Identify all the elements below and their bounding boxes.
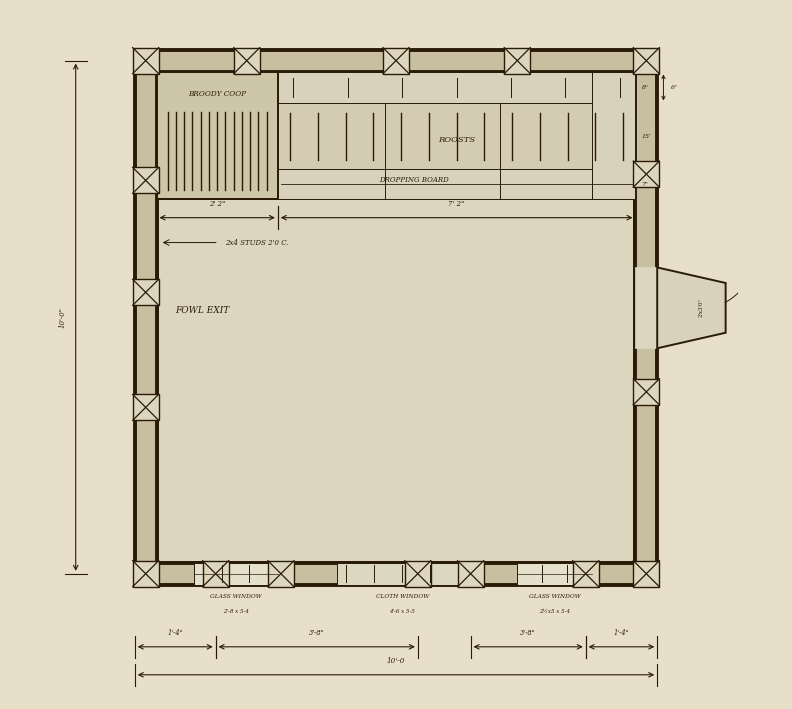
Bar: [634, 379, 660, 405]
Text: 1'-4": 1'-4": [614, 630, 630, 637]
Text: FOWL EXIT: FOWL EXIT: [175, 306, 230, 316]
Bar: [132, 561, 158, 587]
Text: 2x4 STUDS 2'0 C.: 2x4 STUDS 2'0 C.: [225, 238, 288, 247]
Bar: [157, 72, 635, 563]
Text: GLASS WINDOW: GLASS WINDOW: [210, 594, 261, 599]
Bar: [458, 561, 484, 587]
Bar: [157, 72, 278, 199]
Bar: [132, 279, 158, 306]
Bar: [573, 561, 599, 587]
Bar: [405, 561, 431, 587]
Text: BROODY COOP: BROODY COOP: [188, 91, 246, 99]
Bar: [592, 72, 635, 199]
Text: 1'-4": 1'-4": [167, 630, 183, 637]
Text: 7": 7": [642, 182, 649, 186]
Text: 7' 2": 7' 2": [448, 201, 465, 208]
Bar: [634, 561, 660, 587]
Bar: [132, 394, 158, 420]
Text: DROPPING BOARD: DROPPING BOARD: [379, 176, 448, 184]
Text: 8": 8": [642, 85, 649, 90]
Bar: [337, 563, 467, 585]
Text: CLOTH WINDOW: CLOTH WINDOW: [375, 594, 428, 599]
Text: 4'-6 x 5-5: 4'-6 x 5-5: [390, 610, 415, 615]
Bar: [135, 50, 657, 72]
Bar: [634, 48, 660, 74]
Text: 2'-8 x 5-4: 2'-8 x 5-4: [223, 610, 249, 615]
Text: 2' 2": 2' 2": [209, 201, 226, 208]
Text: GLASS WINDOW: GLASS WINDOW: [529, 594, 581, 599]
Bar: [278, 104, 635, 169]
Bar: [203, 561, 229, 587]
Bar: [268, 561, 294, 587]
Bar: [278, 72, 635, 104]
Bar: [505, 48, 531, 74]
Text: 10'-0: 10'-0: [386, 657, 406, 666]
Bar: [635, 267, 658, 348]
Text: 15': 15': [642, 134, 651, 139]
Bar: [234, 48, 260, 74]
Bar: [278, 169, 635, 199]
Bar: [135, 563, 657, 585]
Bar: [132, 48, 158, 74]
Bar: [157, 72, 635, 199]
Text: 10'-0": 10'-0": [59, 307, 67, 328]
Polygon shape: [657, 267, 725, 348]
Bar: [135, 50, 157, 585]
Bar: [132, 167, 158, 194]
Bar: [634, 161, 660, 187]
Bar: [517, 563, 592, 585]
Bar: [635, 50, 657, 585]
Bar: [194, 563, 278, 585]
Text: ROOSTS: ROOSTS: [438, 135, 475, 144]
Text: 2½x5 x 5-4: 2½x5 x 5-4: [539, 610, 570, 615]
Text: 6": 6": [671, 85, 678, 90]
Text: 3'-8": 3'-8": [520, 630, 536, 637]
Text: 3'-8": 3'-8": [309, 630, 325, 637]
Bar: [383, 48, 409, 74]
Text: 2'x3'0": 2'x3'0": [699, 298, 703, 317]
